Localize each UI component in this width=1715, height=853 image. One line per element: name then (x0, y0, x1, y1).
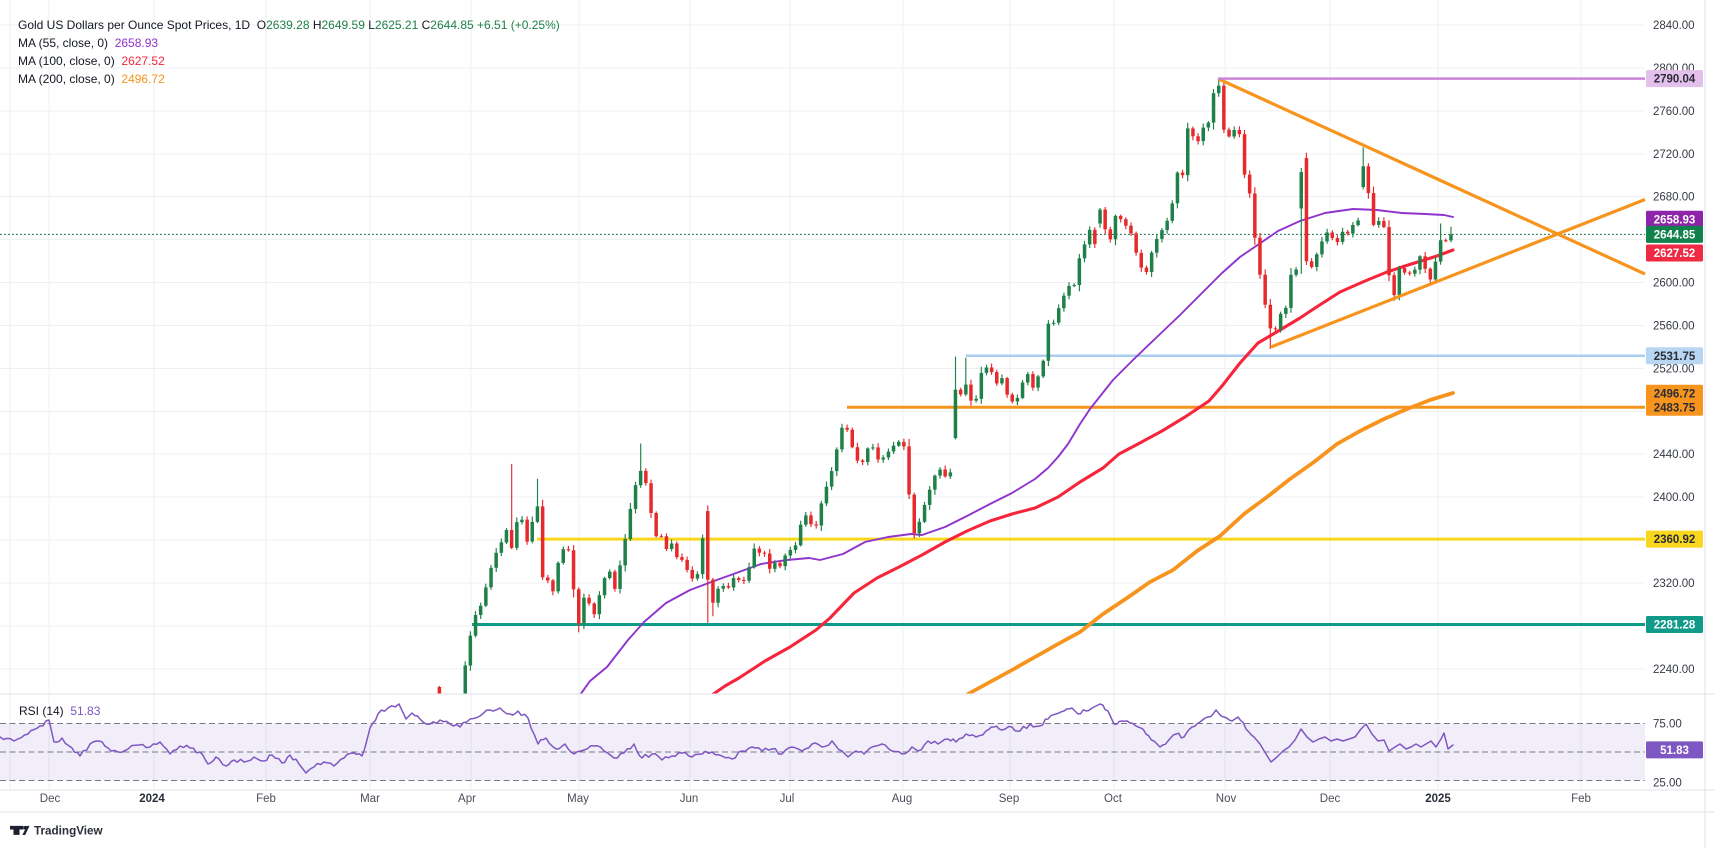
svg-text:2024: 2024 (139, 793, 165, 805)
svg-text:2627.52: 2627.52 (1654, 248, 1696, 260)
svg-text:Aug: Aug (892, 793, 912, 805)
svg-text:Dec: Dec (40, 793, 61, 805)
svg-text:51.83: 51.83 (1660, 745, 1689, 757)
svg-text:Jun: Jun (680, 793, 699, 805)
svg-text:2360.92: 2360.92 (1654, 534, 1696, 546)
svg-text:2400.00: 2400.00 (1653, 492, 1695, 504)
svg-text:Feb: Feb (1571, 793, 1591, 805)
svg-text:2760.00: 2760.00 (1653, 106, 1695, 118)
svg-text:MA (100, close, 0) 2627.52: MA (100, close, 0) 2627.52 (18, 54, 165, 68)
svg-text:2520.00: 2520.00 (1653, 363, 1695, 375)
svg-text:2320.00: 2320.00 (1653, 578, 1695, 590)
svg-text:Dec: Dec (1320, 793, 1341, 805)
svg-text:RSI (14) 51.83: RSI (14) 51.83 (19, 704, 101, 718)
svg-text:MA (55, close, 0) 2658.93: MA (55, close, 0) 2658.93 (18, 36, 158, 50)
svg-text:2680.00: 2680.00 (1653, 192, 1695, 204)
svg-text:Gold US Dollars per Ounce Spot: Gold US Dollars per Ounce Spot Prices, 1… (18, 18, 560, 32)
svg-text:2644.85: 2644.85 (1654, 229, 1696, 241)
svg-text:2440.00: 2440.00 (1653, 449, 1695, 461)
svg-text:Nov: Nov (1216, 793, 1237, 805)
svg-text:25.00: 25.00 (1653, 778, 1682, 790)
svg-text:TradingView: TradingView (34, 824, 104, 837)
svg-text:2840.00: 2840.00 (1653, 20, 1695, 32)
svg-text:Feb: Feb (256, 793, 276, 805)
svg-text:2790.04: 2790.04 (1654, 74, 1696, 86)
svg-text:2658.93: 2658.93 (1654, 214, 1696, 226)
svg-text:2496.72: 2496.72 (1654, 388, 1696, 400)
svg-text:2240.00: 2240.00 (1653, 664, 1695, 676)
svg-text:2600.00: 2600.00 (1653, 278, 1695, 290)
svg-text:2560.00: 2560.00 (1653, 320, 1695, 332)
svg-text:Sep: Sep (999, 793, 1019, 805)
svg-text:Jul: Jul (780, 793, 795, 805)
svg-text:2531.75: 2531.75 (1654, 351, 1696, 363)
svg-text:Oct: Oct (1104, 793, 1123, 805)
svg-text:May: May (567, 793, 589, 805)
svg-text:2483.75: 2483.75 (1654, 402, 1696, 414)
svg-text:2281.28: 2281.28 (1654, 620, 1696, 632)
svg-text:Apr: Apr (458, 793, 476, 805)
svg-text:MA (200, close, 0) 2496.72: MA (200, close, 0) 2496.72 (18, 72, 165, 86)
svg-text:2720.00: 2720.00 (1653, 149, 1695, 161)
svg-text:Mar: Mar (360, 793, 380, 805)
svg-text:2025: 2025 (1425, 793, 1451, 805)
svg-text:75.00: 75.00 (1653, 719, 1682, 731)
